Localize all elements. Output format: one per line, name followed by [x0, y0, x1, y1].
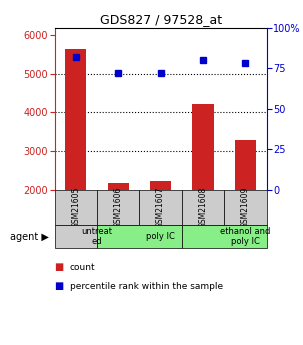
Bar — [182, 189, 224, 225]
Bar — [235, 140, 256, 267]
Text: GSM21605: GSM21605 — [71, 187, 80, 228]
Bar — [55, 189, 97, 225]
Bar — [97, 189, 139, 225]
Text: ethanol and
poly IC: ethanol and poly IC — [220, 227, 271, 246]
Bar — [65, 49, 86, 267]
Text: GSM21606: GSM21606 — [114, 187, 123, 228]
Bar — [108, 183, 129, 267]
Text: GSM21607: GSM21607 — [156, 187, 165, 228]
Text: percentile rank within the sample: percentile rank within the sample — [70, 282, 223, 291]
Text: ■: ■ — [55, 263, 64, 272]
Text: count: count — [70, 263, 95, 272]
Bar — [150, 181, 171, 267]
Text: GSM21608: GSM21608 — [198, 187, 208, 228]
Text: ■: ■ — [55, 282, 64, 291]
Bar — [192, 104, 214, 267]
Bar — [55, 225, 97, 248]
Text: untreat
ed: untreat ed — [82, 227, 112, 246]
Title: GDS827 / 97528_at: GDS827 / 97528_at — [99, 13, 222, 27]
Text: GSM21609: GSM21609 — [241, 187, 250, 228]
Text: poly IC: poly IC — [146, 232, 175, 241]
Text: agent ▶: agent ▶ — [10, 231, 48, 241]
Bar — [97, 225, 182, 248]
Bar — [224, 189, 267, 225]
Bar — [139, 189, 182, 225]
Bar — [182, 225, 267, 248]
